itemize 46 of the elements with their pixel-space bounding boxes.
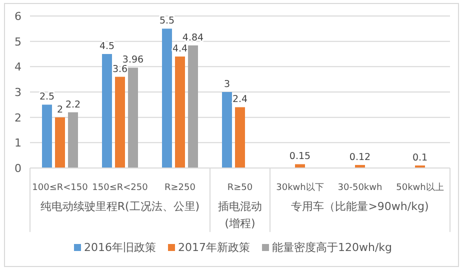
y-tick-label: 6 — [14, 10, 22, 23]
bar — [55, 117, 65, 168]
data-label: 0.15 — [289, 151, 311, 162]
legend-label: 2016年旧政策 — [84, 241, 156, 254]
data-label: 3 — [224, 79, 230, 90]
data-label: 0.1 — [412, 152, 428, 164]
y-tick-label: 1 — [14, 136, 22, 150]
text: 插电混动(增程) — [217, 199, 263, 232]
x-tick-label: 150≤R<250 — [92, 183, 148, 193]
text: 专用车（比能量>90wh/kg) — [290, 199, 430, 215]
bar — [42, 104, 52, 168]
data-label: 0.12 — [349, 152, 371, 163]
bar — [115, 76, 125, 168]
data-label: 3.96 — [122, 54, 144, 66]
y-tick-label: 2 — [14, 111, 22, 124]
x-tick-label: R≥50 — [227, 183, 253, 193]
data-label: 2 — [56, 104, 64, 116]
bar — [222, 92, 232, 168]
x-tick-label: 30kwh以下 — [276, 182, 324, 193]
bar — [102, 54, 112, 168]
bar — [295, 164, 305, 168]
data-label: 2.4 — [232, 94, 248, 106]
data-label: 4.5 — [99, 41, 115, 52]
x-tick-label: 100≤R<150 — [32, 183, 88, 193]
text: 纯电动续驶里程R(工况法、公里) — [39, 199, 201, 215]
bar — [175, 56, 185, 168]
data-label: 5.5 — [159, 16, 175, 27]
y-tick-label: 0 — [14, 162, 22, 175]
x-tick-label: R≥250 — [164, 183, 196, 193]
x-tick-label: 30-50kwh — [338, 183, 382, 193]
bar — [68, 112, 78, 168]
x-tick-label: 50kwh以上 — [396, 182, 444, 193]
legend-label: 2017年新政策 — [178, 241, 250, 254]
y-tick-label: 3 — [14, 86, 22, 99]
bar — [188, 45, 198, 168]
bar — [162, 28, 172, 168]
legend-label: 能量密度高于120wh/kg — [272, 241, 392, 254]
data-label: 2.2 — [65, 99, 81, 110]
y-tick-label: 5 — [14, 35, 22, 48]
bar — [128, 68, 138, 168]
data-label: 3.6 — [112, 64, 128, 75]
bar — [235, 107, 245, 168]
data-label: 4.84 — [182, 32, 204, 44]
data-label: 4.4 — [172, 44, 188, 55]
data-label: 2.5 — [39, 92, 55, 103]
y-tick-label: 4 — [14, 60, 22, 74]
